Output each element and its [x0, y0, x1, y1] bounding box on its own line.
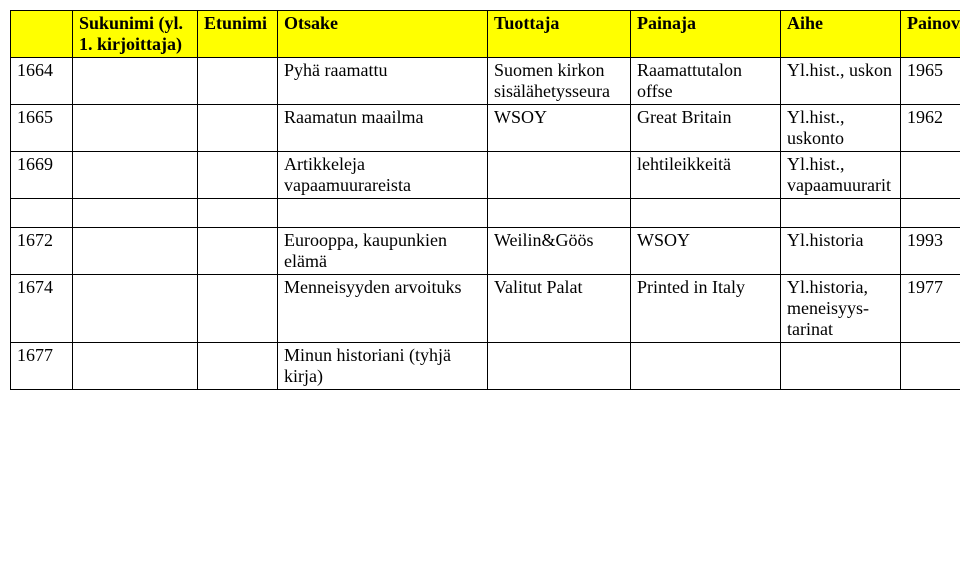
cell-etunimi — [198, 275, 278, 343]
spacer-row — [11, 199, 960, 228]
header-painov: Painov. — [901, 11, 960, 58]
cell-painaja: Printed in Italy — [631, 275, 781, 343]
table-row: 1665 Raamatun maailma WSOY Great Britain… — [11, 105, 960, 152]
cell-sukunimi — [73, 275, 198, 343]
cell-id: 1672 — [11, 228, 73, 275]
cell-sukunimi — [73, 105, 198, 152]
cell-tuottaja — [488, 343, 631, 390]
cell-painov — [901, 343, 960, 390]
cell-painov: 1993 — [901, 228, 960, 275]
header-painaja: Painaja — [631, 11, 781, 58]
cell-tuottaja — [488, 152, 631, 199]
cell-tuottaja: Valitut Palat — [488, 275, 631, 343]
cell-id: 1669 — [11, 152, 73, 199]
cell-etunimi — [198, 105, 278, 152]
table-row: 1669 Artikkeleja vapaamuurareista lehtil… — [11, 152, 960, 199]
cell-sukunimi — [73, 152, 198, 199]
cell-painaja: lehtileikkeitä — [631, 152, 781, 199]
cell-otsake: Minun historiani (tyhjä kirja) — [278, 343, 488, 390]
cell-sukunimi — [73, 58, 198, 105]
cell-otsake: Raamatun maailma — [278, 105, 488, 152]
cell-etunimi — [198, 228, 278, 275]
cell-id: 1665 — [11, 105, 73, 152]
cell-tuottaja: Suomen kirkon sisälähetysseura — [488, 58, 631, 105]
cell-id: 1674 — [11, 275, 73, 343]
cell-sukunimi — [73, 343, 198, 390]
cell-otsake: Eurooppa, kaupunkien elämä — [278, 228, 488, 275]
cell-aihe: Yl.historia — [781, 228, 901, 275]
cell-id: 1677 — [11, 343, 73, 390]
cell-aihe: Yl.hist., uskonto — [781, 105, 901, 152]
cell-painov — [901, 152, 960, 199]
header-aihe: Aihe — [781, 11, 901, 58]
cell-painaja: Raamattutalon offse — [631, 58, 781, 105]
cell-painov: 1965 — [901, 58, 960, 105]
cell-otsake: Artikkeleja vapaamuurareista — [278, 152, 488, 199]
cell-tuottaja: WSOY — [488, 105, 631, 152]
cell-painaja — [631, 343, 781, 390]
cell-aihe — [781, 343, 901, 390]
header-etunimi: Etunimi — [198, 11, 278, 58]
cell-otsake: Menneisyyden arvoituks — [278, 275, 488, 343]
table-row: 1674 Menneisyyden arvoituks Valitut Pala… — [11, 275, 960, 343]
table-row: 1677 Minun historiani (tyhjä kirja) — [11, 343, 960, 390]
cell-painaja: Great Britain — [631, 105, 781, 152]
cell-painov: 1977 — [901, 275, 960, 343]
header-tuottaja: Tuottaja — [488, 11, 631, 58]
cell-painov: 1962 — [901, 105, 960, 152]
cell-etunimi — [198, 58, 278, 105]
header-id — [11, 11, 73, 58]
header-row: Sukunimi (yl. 1. kirjoittaja) Etunimi Ot… — [11, 11, 960, 58]
cell-etunimi — [198, 152, 278, 199]
cell-aihe: Yl.hist., vapaamuurarit — [781, 152, 901, 199]
header-otsake: Otsake — [278, 11, 488, 58]
header-sukunimi: Sukunimi (yl. 1. kirjoittaja) — [73, 11, 198, 58]
cell-painaja: WSOY — [631, 228, 781, 275]
data-table: Sukunimi (yl. 1. kirjoittaja) Etunimi Ot… — [10, 10, 960, 390]
cell-sukunimi — [73, 228, 198, 275]
cell-otsake: Pyhä raamattu — [278, 58, 488, 105]
table-row: 1672 Eurooppa, kaupunkien elämä Weilin&G… — [11, 228, 960, 275]
cell-tuottaja: Weilin&Göös — [488, 228, 631, 275]
table-row: 1664 Pyhä raamattu Suomen kirkon sisäläh… — [11, 58, 960, 105]
cell-id: 1664 — [11, 58, 73, 105]
cell-etunimi — [198, 343, 278, 390]
cell-aihe: Yl.historia, meneisyys-tarinat — [781, 275, 901, 343]
cell-aihe: Yl.hist., uskon — [781, 58, 901, 105]
